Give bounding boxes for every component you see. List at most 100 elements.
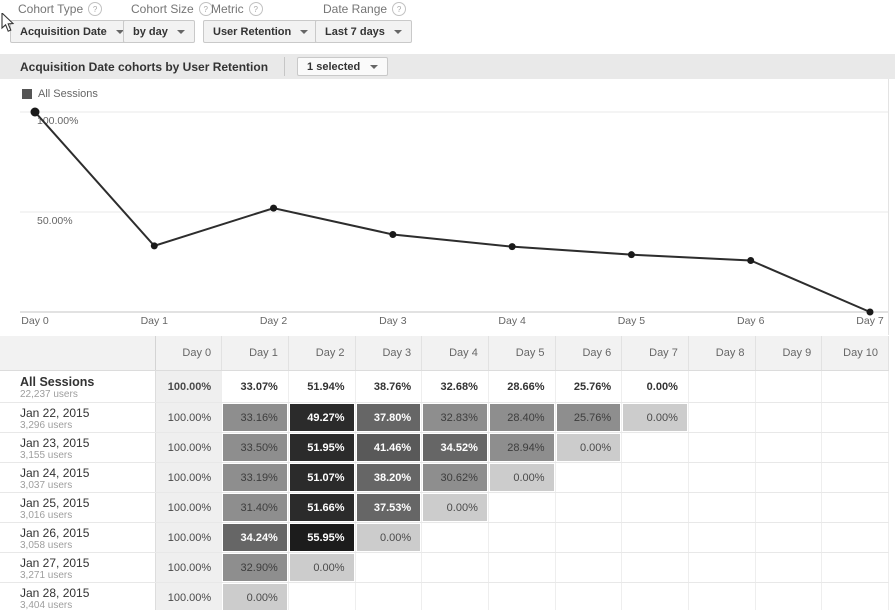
cohort-name: Jan 23, 2015 <box>20 435 90 450</box>
retention-cell <box>621 552 689 583</box>
cohort-label-cell: Jan 28, 2015 3,404 users <box>0 582 156 610</box>
help-icon[interactable]: ? <box>198 2 213 16</box>
retention-cell <box>555 522 623 553</box>
help-icon[interactable]: ? <box>392 2 407 16</box>
mouse-cursor-icon <box>1 13 15 32</box>
report-controls: Cohort Type ? Acquisition Date Cohort Si… <box>0 2 895 46</box>
retention-cell <box>688 492 756 523</box>
segment-selector-button[interactable]: 1 selected <box>297 57 389 76</box>
retention-cell <box>688 552 756 583</box>
help-icon[interactable]: ? <box>88 2 103 16</box>
cohort-size-dropdown[interactable]: by day <box>123 20 195 43</box>
retention-cell <box>488 522 556 553</box>
cohort-user-count: 3,037 users <box>20 479 73 491</box>
cohort-user-count: 3,058 users <box>20 539 73 551</box>
retention-cell <box>355 552 423 583</box>
cohort-name: Jan 25, 2015 <box>20 495 90 510</box>
retention-cell <box>421 522 489 553</box>
retention-cell <box>288 582 356 610</box>
retention-cell <box>821 522 889 553</box>
retention-cell <box>821 552 889 583</box>
summary-row: All Sessions 22,237 users 100.00% 33.07% 51.… <box>0 370 889 403</box>
retention-cell <box>688 432 756 463</box>
retention-cell <box>755 432 823 463</box>
retention-cell <box>821 582 889 610</box>
retention-cell: 0.00% <box>355 522 423 553</box>
cohort-user-count: 22,237 users <box>20 388 78 400</box>
retention-cell: 51.07% <box>288 462 356 493</box>
retention-cell: 0.00% <box>555 432 623 463</box>
cohort-user-count: 3,404 users <box>20 599 73 610</box>
data-point[interactable] <box>270 204 278 212</box>
day-column-header: Day 9 <box>755 336 823 371</box>
metric-control: Metric ? User Retention <box>203 2 319 43</box>
retention-cell <box>621 522 689 553</box>
retention-cell <box>421 552 489 583</box>
retention-cell: 34.24% <box>221 522 289 553</box>
day-column-header: Day 0 <box>155 336 223 371</box>
data-point[interactable] <box>747 256 755 264</box>
data-point[interactable] <box>627 251 635 259</box>
day-column-header: Day 6 <box>555 336 623 371</box>
page-title: Acquisition Date cohorts by User Retenti… <box>20 59 269 74</box>
metric-dropdown[interactable]: User Retention <box>203 20 319 43</box>
retention-cell: 100.00% <box>155 522 223 553</box>
data-point[interactable] <box>389 230 397 238</box>
retention-cell: 100.00% <box>155 492 223 523</box>
cohort-type-control: Cohort Type ? Acquisition Date <box>10 2 134 43</box>
control-label-text: Cohort Type <box>18 2 84 16</box>
retention-cell <box>355 582 423 610</box>
cohort-type-label: Cohort Type ? <box>18 2 134 16</box>
retention-cell: 55.95% <box>288 522 356 553</box>
retention-cell: 37.53% <box>355 492 423 523</box>
chevron-down-icon <box>115 29 124 34</box>
retention-cell <box>755 492 823 523</box>
date-range-dropdown[interactable]: Last 7 days <box>315 20 412 43</box>
x-axis-tick-label: Day 0 <box>21 315 49 327</box>
cohort-label-cell: Jan 26, 2015 3,058 users <box>0 522 156 553</box>
retention-cell: 100.00% <box>155 432 223 463</box>
cohort-size-control: Cohort Size ? by day <box>123 2 213 43</box>
retention-line <box>34 111 871 313</box>
retention-cell <box>621 582 689 610</box>
cohort-name: Jan 24, 2015 <box>20 465 90 480</box>
retention-cell: 31.40% <box>221 492 289 523</box>
data-point[interactable] <box>508 243 516 251</box>
cohort-label-cell: Jan 24, 2015 3,037 users <box>0 462 156 493</box>
retention-cell <box>555 552 623 583</box>
table-row: Jan 26, 2015 3,058 users 100.00% 34.24% 55.9… <box>0 522 889 553</box>
retention-cell: 100.00% <box>155 462 223 493</box>
retention-cell: 33.16% <box>221 402 289 433</box>
retention-cell <box>755 582 823 610</box>
retention-cell: 51.95% <box>288 432 356 463</box>
cohort-type-dropdown[interactable]: Acquisition Date <box>10 20 134 43</box>
retention-cell: 41.46% <box>355 432 423 463</box>
cohort-label-cell: Jan 25, 2015 3,016 users <box>0 492 156 523</box>
day-column-header: Day 8 <box>688 336 756 371</box>
day-column-header: Day 5 <box>488 336 556 371</box>
cohort-name: Jan 27, 2015 <box>20 555 90 570</box>
retention-cell: 0.00% <box>288 552 356 583</box>
retention-cell <box>688 582 756 610</box>
data-point[interactable] <box>866 308 874 316</box>
day-column-header: Day 1 <box>221 336 289 371</box>
data-point[interactable] <box>150 242 158 250</box>
data-point[interactable] <box>30 107 40 117</box>
x-axis-tick-label: Day 7 <box>856 315 884 327</box>
retention-cell: 30.62% <box>421 462 489 493</box>
retention-cell <box>755 522 823 553</box>
cohort-name: All Sessions <box>20 374 95 389</box>
x-axis-tick-label: Day 5 <box>618 315 646 327</box>
retention-cell: 33.50% <box>221 432 289 463</box>
cohort-user-count: 3,016 users <box>20 509 73 521</box>
table-row: Jan 28, 2015 3,404 users 100.00% 0.00% <box>0 582 889 610</box>
date-range-control: Date Range ? Last 7 days <box>315 2 412 43</box>
help-icon[interactable]: ? <box>248 2 263 16</box>
retention-cell: 51.94% <box>288 370 356 403</box>
retention-cell <box>755 402 823 433</box>
retention-cell <box>421 582 489 610</box>
retention-cell <box>755 462 823 493</box>
retention-cell: 0.00% <box>221 582 289 610</box>
retention-cell <box>688 402 756 433</box>
